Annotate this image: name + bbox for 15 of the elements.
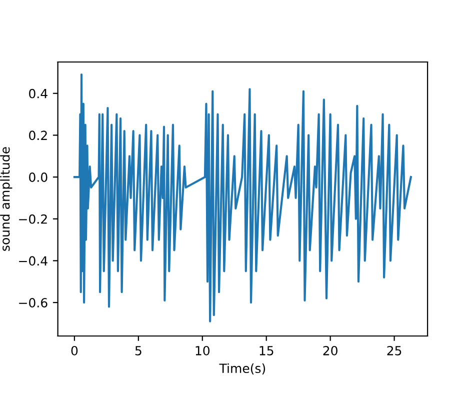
x-axis-title: Time(s) <box>219 363 266 375</box>
x-tick-label: 0 <box>71 346 78 356</box>
x-tick-label: 25 <box>387 346 402 356</box>
y-tick-label: −0.4 <box>19 256 48 266</box>
y-tick-label: 0.0 <box>29 172 48 182</box>
x-tick-label: 10 <box>196 346 210 356</box>
y-axis-title: sound amplitude <box>0 147 12 251</box>
y-tick-label: −0.6 <box>19 298 48 308</box>
x-tick-label: 5 <box>135 346 142 356</box>
x-tick-label: 20 <box>323 346 338 356</box>
line-series <box>73 74 412 322</box>
y-tick-label: 0.4 <box>29 88 48 98</box>
y-tick-label: 0.2 <box>29 130 47 140</box>
y-tick-label: −0.2 <box>19 214 47 224</box>
x-tick-label: 15 <box>260 346 274 356</box>
